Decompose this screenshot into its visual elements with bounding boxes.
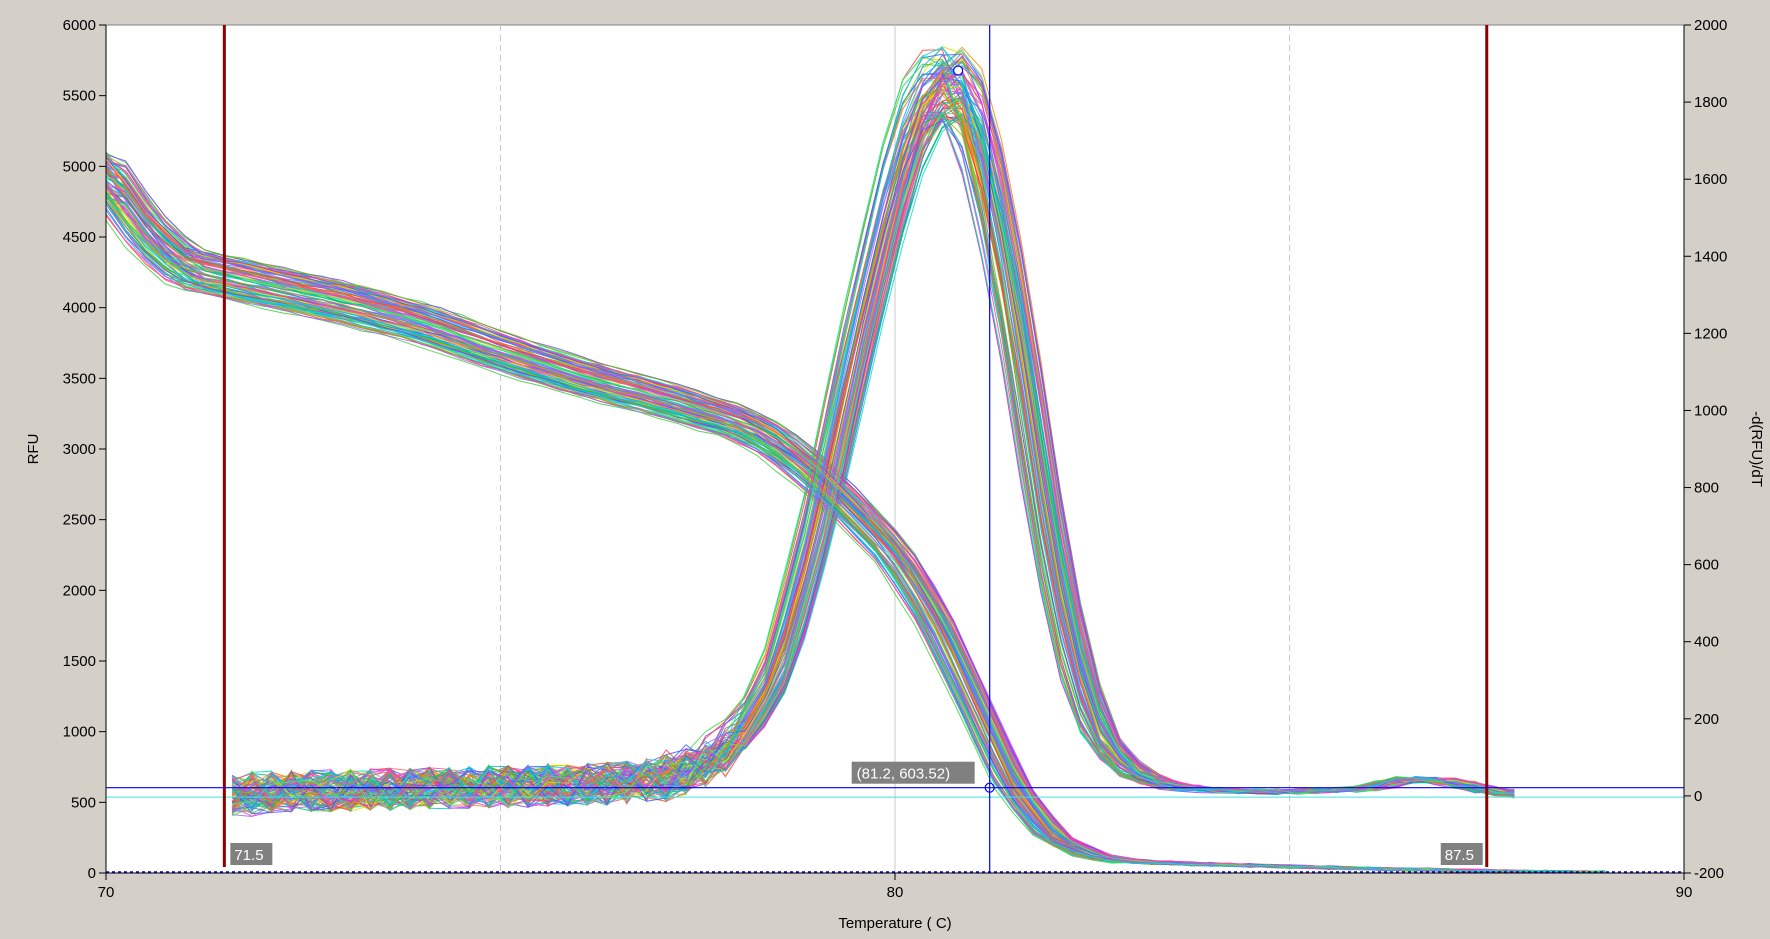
y-right-tick-label: 1400 <box>1694 248 1727 265</box>
y-left-tick-label: 1000 <box>63 724 96 741</box>
y-left-tick-label: 500 <box>71 794 96 811</box>
derivative-series <box>232 46 1515 808</box>
bound-label-bg <box>230 843 273 865</box>
x-tick-label: 70 <box>98 884 115 901</box>
derivative-series <box>231 47 1515 811</box>
bound-label-bg <box>1440 843 1483 865</box>
axes-ticks: 70 80 900500100015002000250030003500400045… <box>63 17 1728 901</box>
left-bound-marker[interactable]: 71.5 <box>222 25 273 867</box>
left-y-axis-title: RFU <box>25 434 42 465</box>
y-left-tick-label: 3500 <box>63 370 96 387</box>
data-series <box>105 45 1684 874</box>
cursor-label-bg <box>851 761 975 784</box>
cursor-label: (81.2, 603.52) <box>857 766 950 783</box>
crosshair-cursor[interactable]: (81.2, 603.52) <box>106 25 1684 873</box>
y-right-tick-label: 2000 <box>1694 17 1727 34</box>
y-right-tick-label: 400 <box>1694 634 1719 651</box>
y-right-tick-label: -200 <box>1694 865 1724 882</box>
y-right-tick-label: 1000 <box>1694 402 1727 419</box>
bound-label: 71.5 <box>234 847 263 864</box>
peak-point <box>953 65 964 76</box>
x-axis-title: Temperature ( C) <box>838 915 951 932</box>
melt-series <box>105 203 1606 874</box>
right-y-axis-title: -d(RFU)/dT <box>1748 411 1765 487</box>
y-right-tick-label: 800 <box>1694 480 1719 497</box>
bound-label: 87.5 <box>1445 847 1474 864</box>
y-left-tick-label: 5000 <box>63 158 96 175</box>
y-left-tick-label: 0 <box>88 865 96 882</box>
y-left-tick-label: 2000 <box>63 582 96 599</box>
y-right-tick-label: 1600 <box>1694 171 1727 188</box>
y-right-tick-label: 1800 <box>1694 94 1727 111</box>
y-right-tick-label: 0 <box>1694 788 1702 805</box>
derivative-series <box>231 65 1515 813</box>
y-right-tick-label: 1200 <box>1694 325 1727 342</box>
derivative-series <box>231 71 1515 811</box>
y-right-tick-label: 200 <box>1694 711 1719 728</box>
y-left-tick-label: 1500 <box>63 653 96 670</box>
x-tick-label: 90 <box>1676 884 1693 901</box>
cursor-point <box>984 782 995 793</box>
y-left-tick-label: 5500 <box>63 88 96 105</box>
y-left-tick-label: 6000 <box>63 17 96 34</box>
y-left-tick-label: 4000 <box>63 300 96 317</box>
x-tick-label: 80 <box>887 884 904 901</box>
y-right-tick-label: 600 <box>1694 557 1719 574</box>
derivative-series <box>232 103 1515 811</box>
bound-markers[interactable]: 71.5 87.5 <box>222 25 1489 867</box>
right-bound-marker[interactable]: 87.5 <box>1440 25 1489 867</box>
y-left-tick-label: 4500 <box>63 229 96 246</box>
melt-series <box>105 204 1606 874</box>
y-left-tick-label: 2500 <box>63 512 96 529</box>
y-left-tick-label: 3000 <box>63 441 96 458</box>
